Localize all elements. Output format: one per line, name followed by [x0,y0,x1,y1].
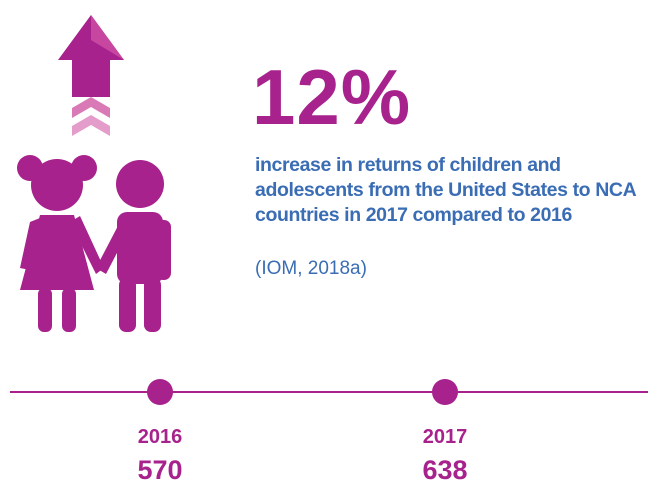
year-label: 2017 [422,426,468,448]
arrow-icon [58,15,124,136]
count-value: 570 [137,455,183,485]
source: (IOM, 2018a) [255,258,367,279]
description: increase in returns of children and adol… [255,154,636,226]
headline: 12% [252,53,412,141]
children-icon [17,155,171,332]
timeline [10,379,648,405]
year-label: 2016 [137,426,183,448]
count-value: 638 [422,455,468,485]
